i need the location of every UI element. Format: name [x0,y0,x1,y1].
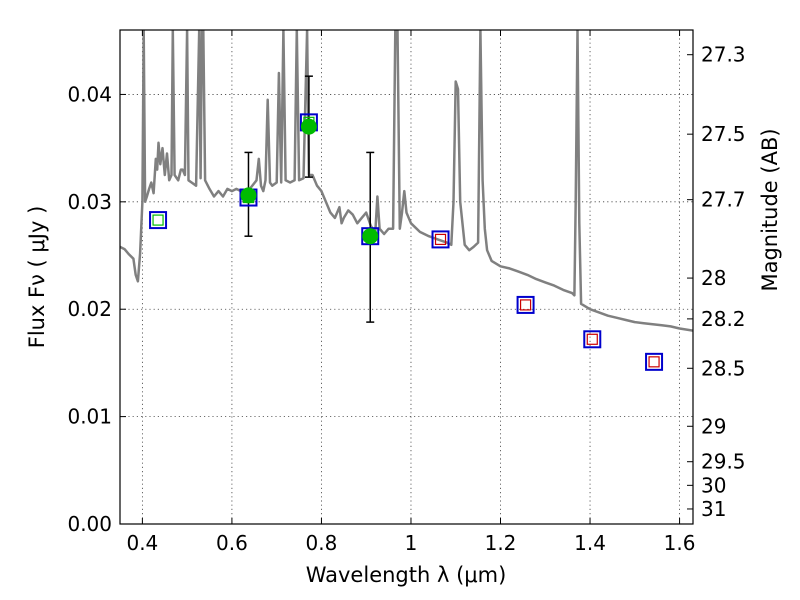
y-tick-label: 0.04 [67,82,112,106]
x-tick-label: 0.6 [216,531,248,555]
model-square [431,230,450,249]
model-square [516,295,535,314]
photometry-point [300,118,317,135]
right-axis-label: Magnitude (AB) [758,128,782,291]
model-square [583,330,602,349]
model-square-inner [434,233,447,246]
photometry-point [240,187,257,204]
x-tick-label: 1.6 [664,531,696,555]
right-tick-label: 28.5 [701,356,746,380]
right-tick-label: 27.5 [701,122,746,146]
y-tick-label: 0.01 [67,405,112,429]
right-tick-label: 28.2 [701,307,746,331]
right-tick-label: 28 [701,266,726,290]
model-square-inner [519,299,532,311]
x-tick-label: 0.8 [306,531,338,555]
model-square [645,352,664,371]
spectrum-line [120,30,693,332]
model-square [149,211,168,230]
ticks: 0.4 0.6 0.8 1 1.2 1.4 1.6 0.00 0.01 0.02 0.03 0.04 2… [67,30,746,555]
y-tick-label: 0.02 [67,297,112,321]
x-tick-label: 0.4 [126,531,158,555]
markers [149,113,664,371]
x-tick-label: 1 [405,531,418,555]
photometry-point [362,228,379,245]
axes-frame [119,29,694,525]
x-tick-label: 1.4 [574,531,606,555]
x-axis-label: Wavelength λ (μm) [306,563,507,587]
x-tick-label: 1.2 [485,531,517,555]
right-tick-label: 30 [701,473,726,497]
right-tick-label: 27.3 [701,43,746,67]
right-tick-label: 27.7 [701,188,746,212]
model-square-inner [152,214,164,226]
plot-area [120,30,693,332]
model-square-inner [586,333,598,345]
y-axis-label: Flux Fν ( μJy ) [25,206,49,349]
right-tick-label: 31 [701,497,726,521]
model-square-inner [648,356,660,368]
y-tick-label: 0.00 [67,512,112,536]
right-tick-label: 29.5 [701,450,746,474]
y-tick-label: 0.03 [67,190,112,214]
right-tick-label: 29 [701,414,726,438]
